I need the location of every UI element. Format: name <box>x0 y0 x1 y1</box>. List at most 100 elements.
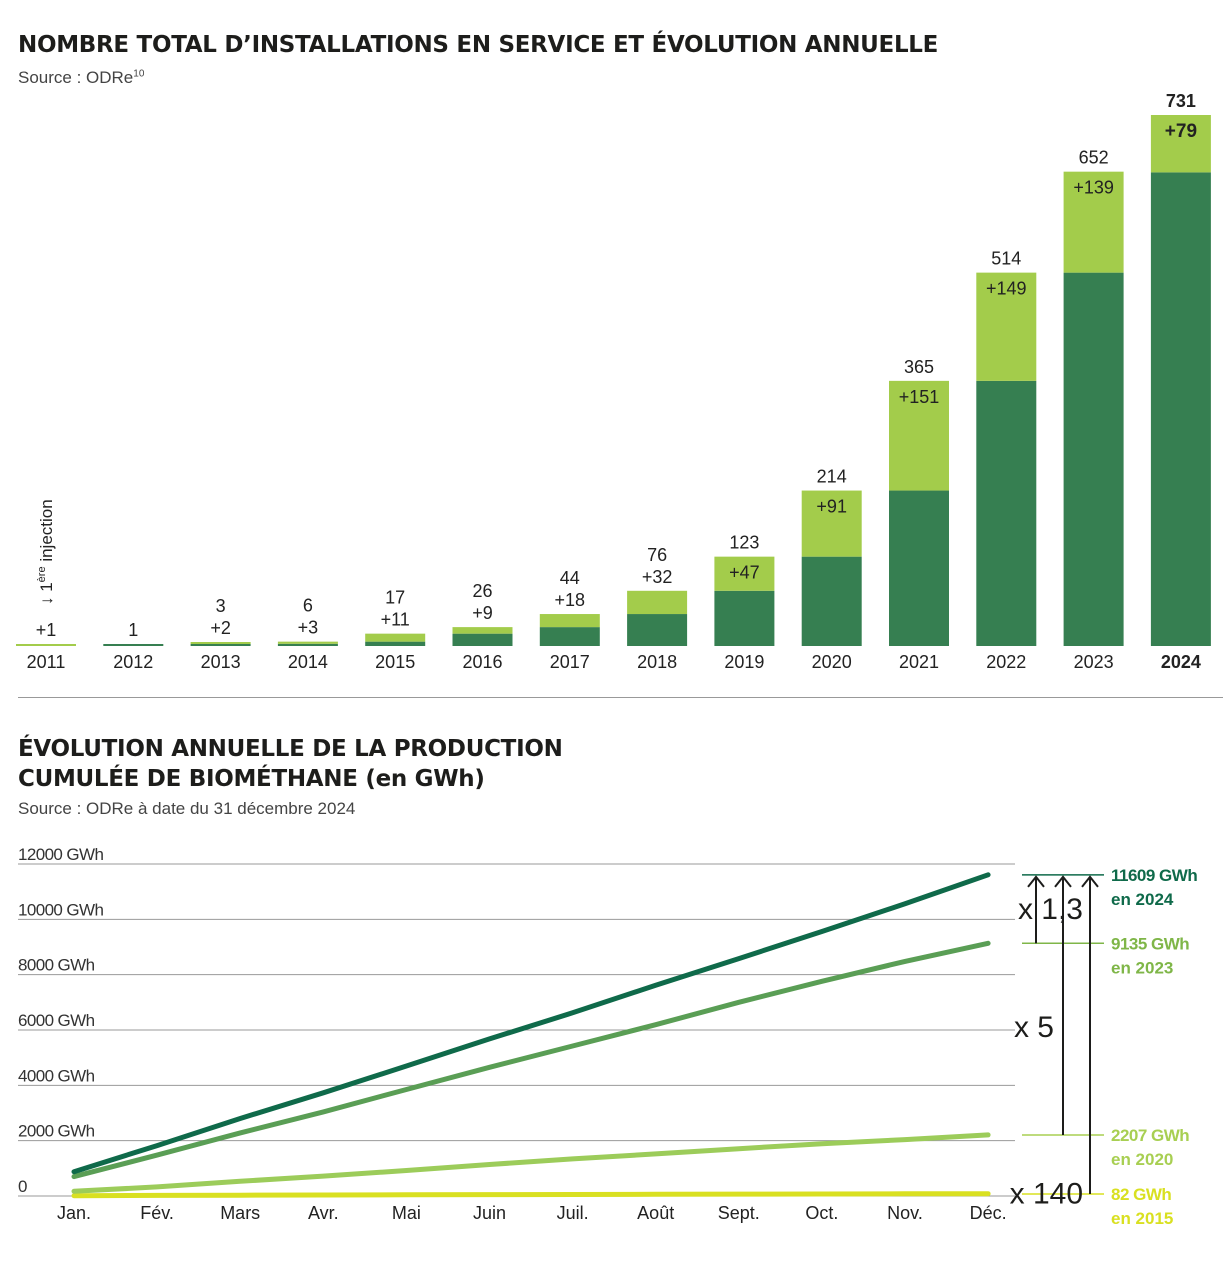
end-year-2020: en 2020 <box>1111 1150 1173 1169</box>
x-tick-label: Oct. <box>805 1203 838 1223</box>
y-tick-label: 12000 GWh <box>18 845 103 864</box>
line-series-2024 <box>71 872 991 1175</box>
year-label-2015: 2015 <box>375 652 415 672</box>
line-chart-title-line1: ÉVOLUTION ANNUELLE DE LA PRODUCTION <box>18 736 563 762</box>
growth-arrow-head <box>1081 875 1099 888</box>
bar-existing-2020 <box>801 556 862 646</box>
increment-label-2015: +11 <box>381 610 410 630</box>
year-label-2020: 2020 <box>812 652 852 672</box>
x-tick-label: Nov. <box>887 1203 923 1223</box>
bar-existing-2024 <box>1150 172 1211 646</box>
bar-new-2015 <box>365 633 426 642</box>
year-label-2012: 2012 <box>113 652 153 672</box>
x-tick-label: Déc. <box>970 1203 1007 1223</box>
x-tick-label: Jan. <box>57 1203 91 1223</box>
biomethane-line-chart: 12000 GWh 10000 GWh 8000 GWh 6000 GWh 4000 G… <box>18 845 1198 1228</box>
x-tick-label: Mai <box>392 1203 421 1223</box>
end-year-2023: en 2023 <box>1111 958 1173 977</box>
line-chart-title-line2: CUMULÉE DE BIOMÉTHANE (en GWh) <box>18 766 485 792</box>
x-axis: Jan. Fév. Mars Avr. Mai Juin Juil. Août Sept. Oct… <box>57 1203 1007 1223</box>
total-label-2012: 1 <box>128 620 138 640</box>
increment-label-2024: +79 <box>1165 121 1197 142</box>
y-tick-label: 0 <box>18 1177 27 1196</box>
x-tick-label: Fév. <box>140 1203 174 1223</box>
total-label-2017: 44 <box>560 568 580 588</box>
bar-existing-2012 <box>103 644 164 646</box>
x-tick-label: Sept. <box>718 1203 760 1223</box>
growth-annotations: 11609 GWh en 2024 9135 GWh en 2023 2207 GWh e… <box>1010 866 1198 1228</box>
bar-existing-2016 <box>452 633 513 646</box>
first-injection-annotation: ↓ 1ère injection <box>36 499 56 605</box>
y-tick-label: 2000 GWh <box>18 1122 95 1141</box>
bar-new-2023 <box>1063 171 1124 273</box>
increment-label-2020: +91 <box>816 497 847 517</box>
x-tick-label: Juin <box>473 1203 506 1223</box>
bar-existing-2019 <box>714 590 775 646</box>
end-year-2015: en 2015 <box>1111 1209 1173 1228</box>
year-label-2021: 2021 <box>899 652 939 672</box>
bar-chart-source: Source : ODRe10 <box>18 68 145 87</box>
y-tick-label: 4000 GWh <box>18 1066 95 1085</box>
bar-new-2019 <box>714 556 775 591</box>
total-label-2021: 365 <box>904 357 934 377</box>
line-series-2023 <box>71 940 991 1180</box>
x-tick-label: Août <box>637 1203 674 1223</box>
year-label-2013: 2013 <box>201 652 241 672</box>
total-label-2022: 514 <box>991 249 1021 269</box>
y-tick-label: 10000 GWh <box>18 900 103 919</box>
total-label-2024: 731 <box>1166 91 1196 111</box>
bar-new-2014 <box>277 641 338 644</box>
bar-new-2017 <box>539 614 600 628</box>
x-tick-label: Avr. <box>308 1203 339 1223</box>
end-value-2020: 2207 GWh <box>1111 1126 1189 1145</box>
year-label-2017: 2017 <box>550 652 590 672</box>
total-label-2015: 17 <box>385 588 405 608</box>
bar-existing-2017 <box>539 627 600 646</box>
line-layer <box>71 872 991 1199</box>
bar-existing-2015 <box>365 641 426 646</box>
bar-existing-2022 <box>976 380 1037 646</box>
year-label-2014: 2014 <box>288 652 328 672</box>
year-label-2022: 2022 <box>986 652 1026 672</box>
increment-label-2011: +1 <box>36 620 57 640</box>
total-label-2018: 76 <box>647 545 667 565</box>
end-value-2023: 9135 GWh <box>1111 934 1189 953</box>
increment-label-2013: +2 <box>210 618 231 638</box>
bar-existing-2013 <box>190 644 251 646</box>
x-tick-label: Mars <box>220 1203 260 1223</box>
increment-label-2022: +149 <box>986 279 1027 299</box>
growth-arrow-head <box>1054 875 1072 888</box>
y-tick-label: 8000 GWh <box>18 956 95 975</box>
year-label-2011: 2011 <box>27 652 66 672</box>
end-value-2015: 82 GWh <box>1111 1185 1171 1204</box>
end-year-2024: en 2024 <box>1111 890 1174 909</box>
year-label-2023: 2023 <box>1074 652 1114 672</box>
bar-new-2018 <box>627 590 688 615</box>
section-divider <box>18 697 1223 698</box>
increment-label-2016: +9 <box>472 603 493 623</box>
year-label-2024: 2024 <box>1161 652 1201 672</box>
multiplier-label: x 140 <box>1010 1177 1083 1210</box>
year-label-2018: 2018 <box>637 652 677 672</box>
line-series-2015 <box>71 1191 991 1199</box>
bar-existing-2021 <box>889 490 949 646</box>
y-tick-label: 6000 GWh <box>18 1011 95 1030</box>
total-label-2019: 123 <box>729 533 759 553</box>
bar-new-2013 <box>190 642 251 644</box>
total-label-2020: 214 <box>817 467 847 487</box>
growth-arrow-head <box>1027 875 1045 888</box>
year-label-2016: 2016 <box>462 652 502 672</box>
bar-new-2024 <box>1150 115 1211 173</box>
bar-existing-2023 <box>1063 272 1124 646</box>
bar-existing-2014 <box>277 643 338 646</box>
multiplier-label: x 1,3 <box>1018 893 1083 926</box>
increment-label-2018: +32 <box>642 567 673 587</box>
bar-chart-title: NOMBRE TOTAL D’INSTALLATIONS EN SERVICE … <box>18 32 939 58</box>
bar-existing-2018 <box>627 614 688 646</box>
line-chart-source: Source : ODRe à date du 31 décembre 2024 <box>18 799 356 818</box>
total-label-2016: 26 <box>472 581 492 601</box>
bar-new-2022 <box>976 272 1037 381</box>
year-label-2019: 2019 <box>724 652 764 672</box>
end-value-2024: 11609 GWh <box>1111 866 1197 885</box>
bar-new-2021 <box>889 380 949 491</box>
